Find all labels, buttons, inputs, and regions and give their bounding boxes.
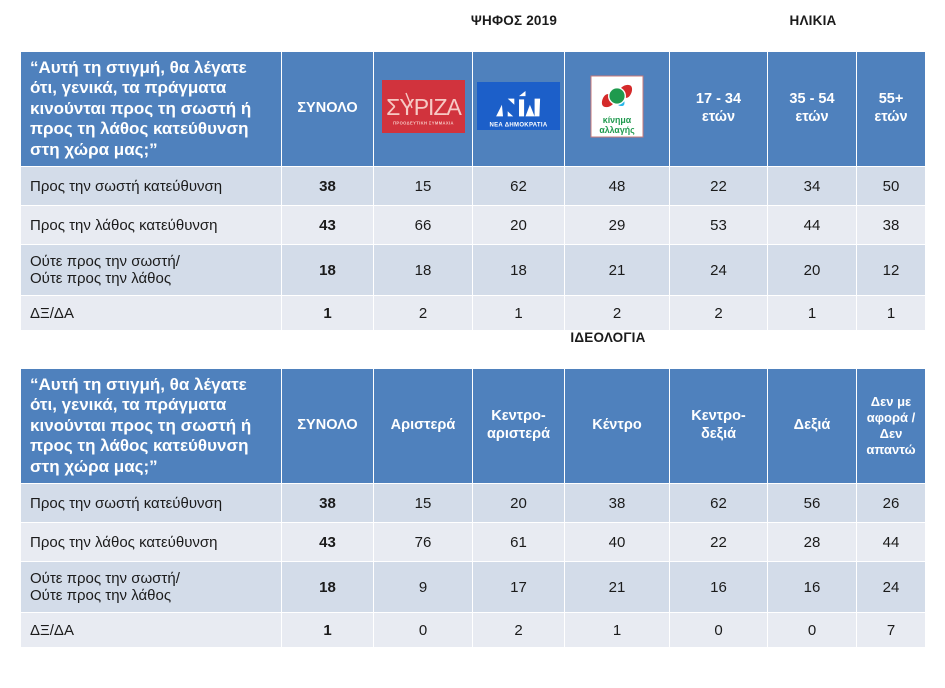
svg-text:ΝΕΑ ΔΗΜΟΚΡΑΤΙΑ: ΝΕΑ ΔΗΜΟΚΡΑΤΙΑ [489,123,547,129]
svg-text:αλλαγής: αλλαγής [599,125,635,135]
svg-text:ΠΡΟΟΔΕΥΤΙΚΗ ΣΥΜΜΑΧΙΑ: ΠΡΟΟΔΕΥΤΙΚΗ ΣΥΜΜΑΧΙΑ [393,120,454,125]
svg-text:ΣΥΡΙΖΑ: ΣΥΡΙΖΑ [386,94,462,120]
svg-text:κíνημα: κíνημα [603,115,632,125]
